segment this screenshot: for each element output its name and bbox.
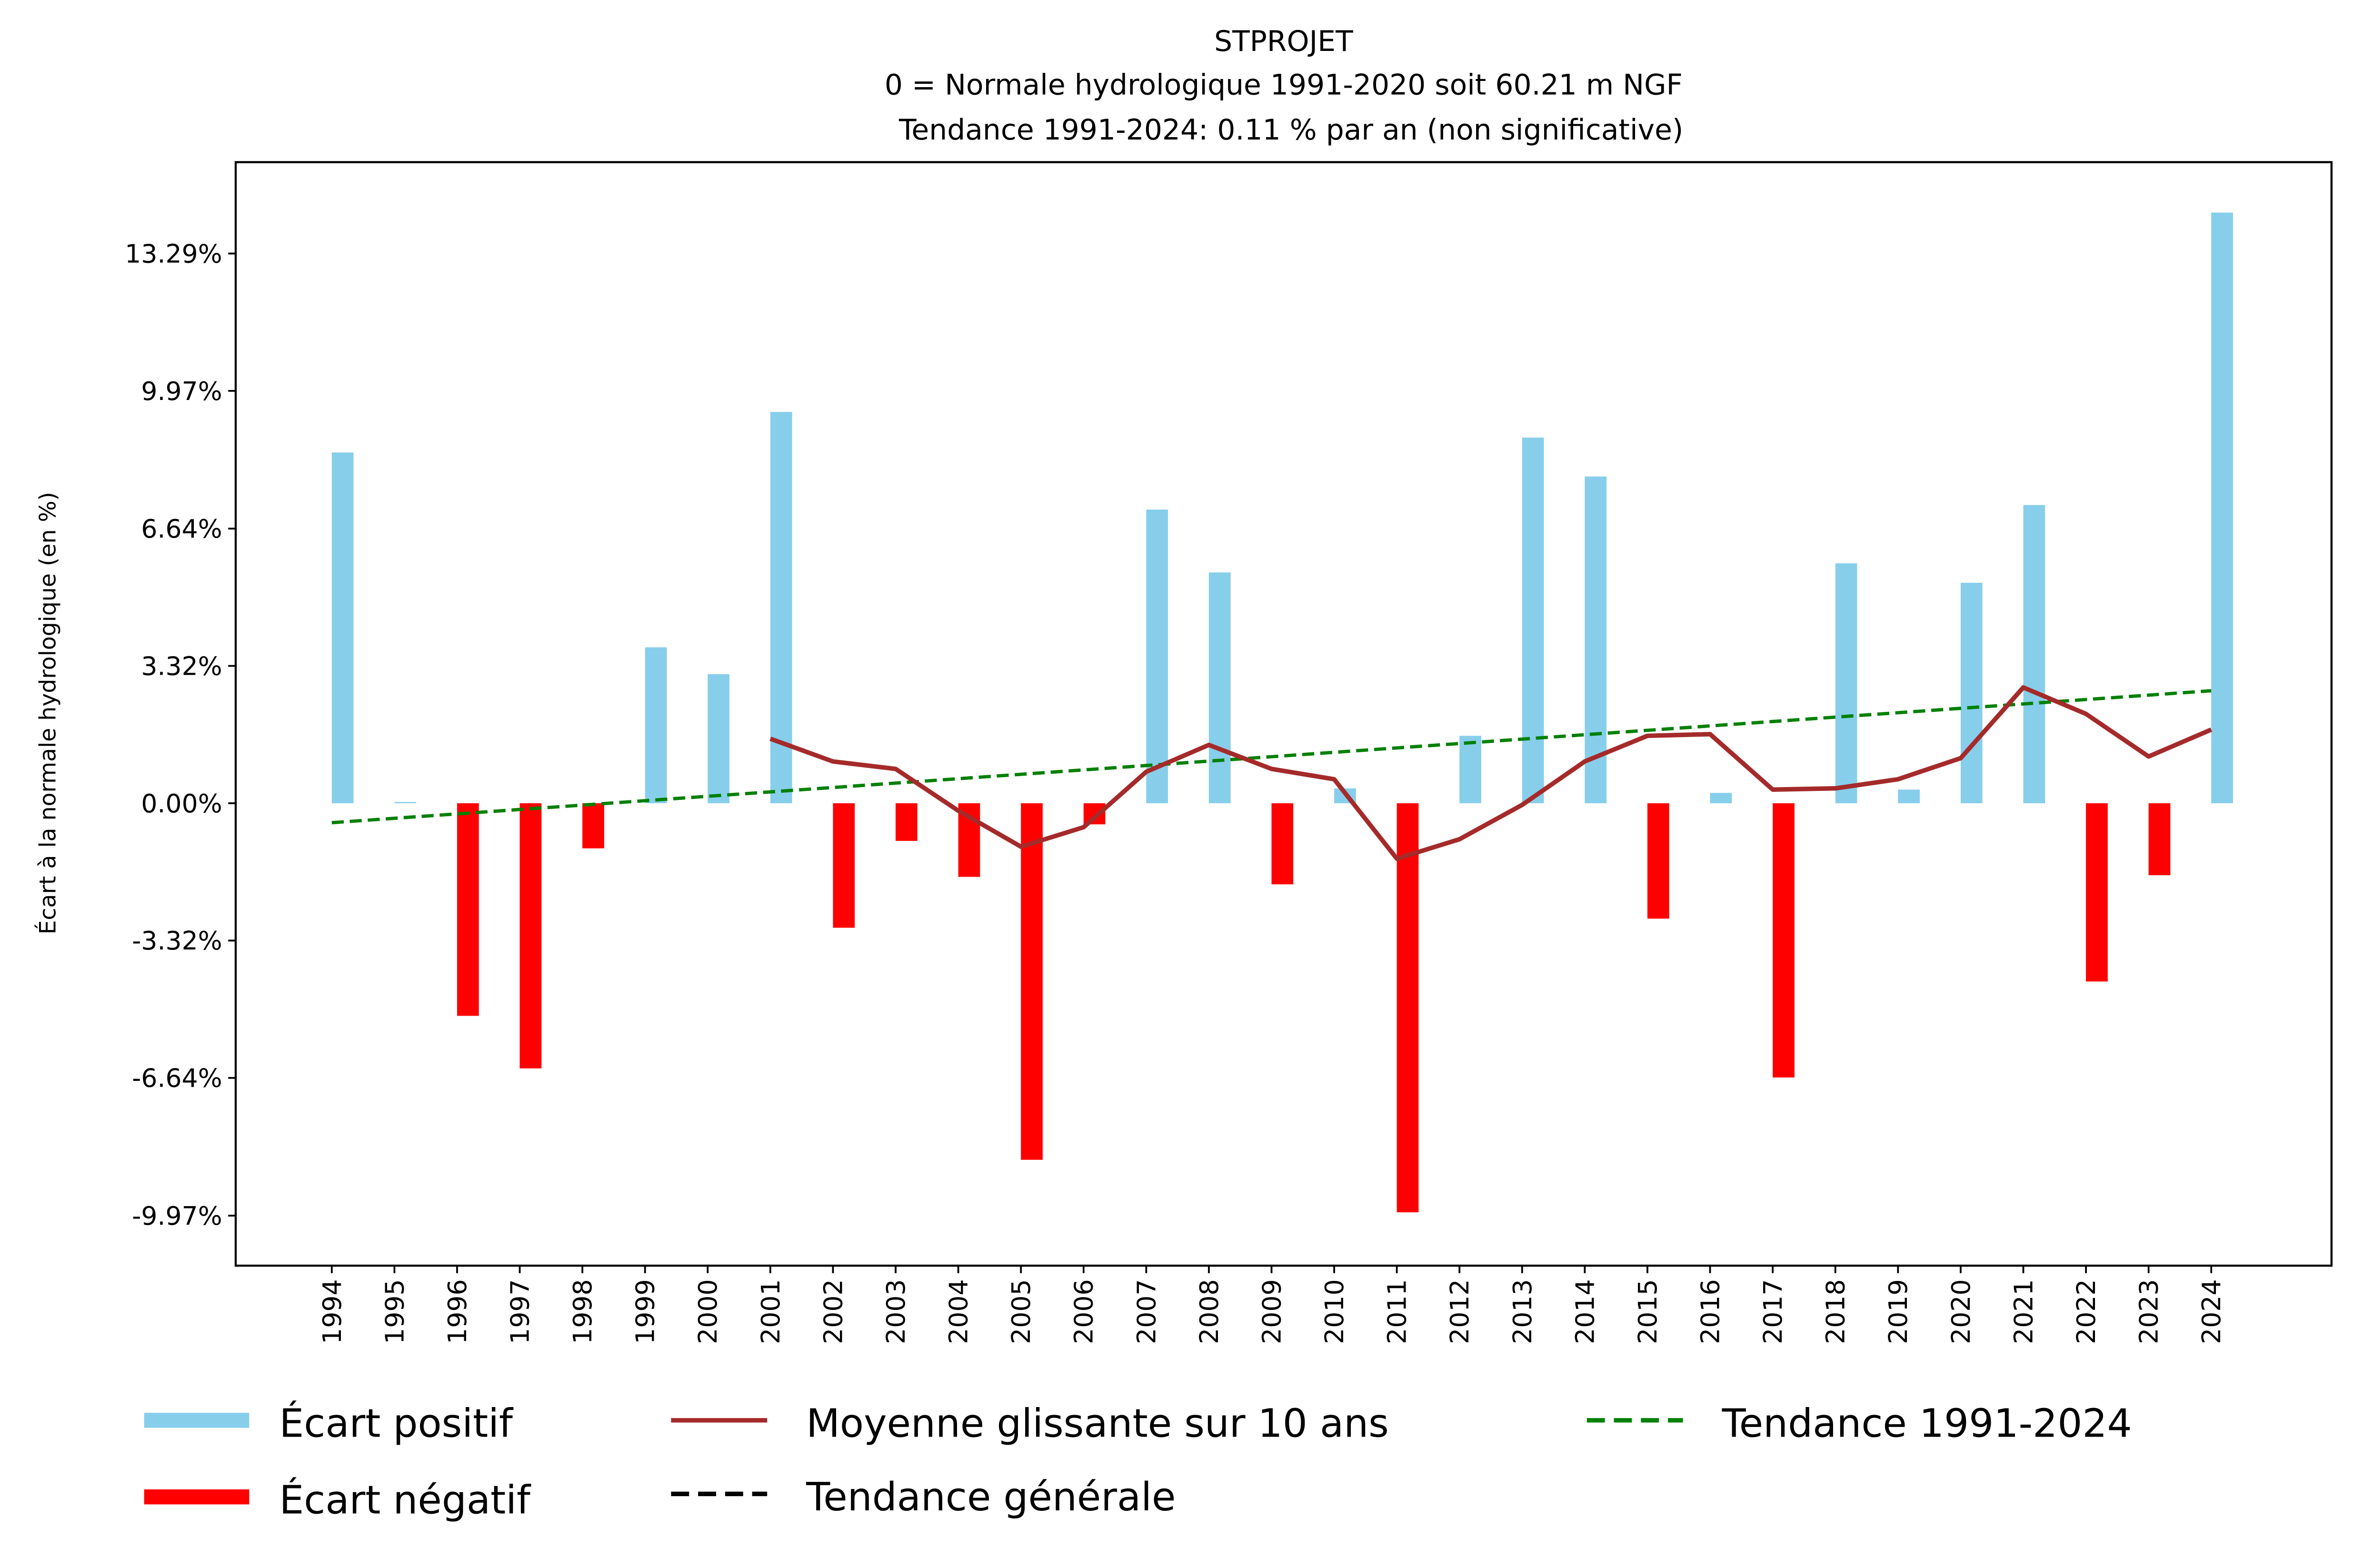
bar-2024 [2211,212,2233,803]
moving-average-line [769,685,2213,861]
y-axis-label: Écart à la normale hydrologique (en %) [34,492,61,934]
x-tick-label: 2016 [1695,1279,1725,1344]
chart-subtitle-1: 0 = Normale hydrologique 1991-2020 soit … [885,69,1683,102]
bar-1997 [519,803,542,1069]
y-tick-label: -6.64% [132,1063,222,1093]
x-tick-label: 2002 [818,1279,848,1344]
legend-label: Moyenne glissante sur 10 ans [806,1401,1389,1447]
x-tick-label: 2024 [2196,1279,2226,1344]
bar-2002 [833,803,855,928]
bar-2017 [1773,803,1795,1078]
y-tick-label: -3.32% [132,926,222,956]
x-tick-label: 2009 [1257,1279,1287,1344]
legend: Écart positif Écart négatif Moyenne glissa… [144,1401,2132,1523]
bar-1996 [457,803,479,1016]
plot-area [331,212,2233,1213]
trend-line-1991-2024 [331,689,2212,825]
bar-2007 [1146,509,1168,803]
bar-2009 [1271,803,1294,885]
x-tick-label: 2014 [1570,1279,1600,1344]
x-tick-label: 2010 [1319,1279,1349,1344]
y-tick-label: 6.64% [141,514,222,544]
bar-2016 [1710,793,1732,803]
x-tick-label: 2023 [2134,1279,2164,1344]
y-tick-label: -9.97% [132,1201,222,1231]
y-axis: 13.29% 9.97% 6.64% 3.32% 0.00% -3.32% -6.64% -9… [125,239,236,1231]
x-tick-label: 2011 [1382,1279,1412,1344]
x-tick-label: 2022 [2071,1279,2101,1344]
bar-2019 [1898,789,1920,803]
x-tick-label: 2015 [1633,1279,1663,1344]
legend-label: Écart positif [279,1401,514,1447]
y-tick-label: 13.29% [125,239,222,269]
x-tick-label: 2018 [1821,1279,1851,1344]
x-tick-label: 2008 [1194,1279,1224,1344]
bar-2000 [708,674,730,803]
bar-2011 [1396,803,1419,1213]
x-tick-label: 1998 [568,1279,598,1344]
chart-title: STPROJET [1214,25,1353,58]
x-tick-label: 2003 [881,1279,911,1344]
x-tick-label: 1995 [379,1279,409,1344]
x-tick-label: 2004 [944,1279,974,1344]
bar-2005 [1021,803,1043,1160]
legend-label: Tendance 1991-2024 [1722,1401,2132,1447]
bar-1994 [331,452,354,803]
x-tick-label: 1999 [630,1279,660,1344]
x-axis: 1994 1995 1996 1997 1998 1999 2000 2001 2002 2003… [317,1266,2226,1344]
bar-2020 [1960,582,1983,803]
legend-label: Écart négatif [279,1477,531,1523]
x-tick-label: 2020 [1946,1279,1976,1344]
x-tick-label: 1997 [505,1279,535,1344]
bar-1998 [582,803,604,849]
bar-1995 [394,802,417,803]
x-tick-label: 2013 [1507,1279,1537,1344]
x-tick-label: 2005 [1006,1279,1036,1344]
bar-2003 [896,803,918,841]
axes-frame [234,161,2333,1267]
bar-1999 [645,647,667,803]
x-tick-label: 2006 [1069,1279,1099,1344]
x-tick-label: 2012 [1445,1279,1475,1344]
bar-2023 [2148,803,2171,876]
bar-2012 [1459,736,1481,803]
bar-2018 [1835,563,1857,803]
y-tick-label: 9.97% [141,376,222,406]
x-tick-label: 2021 [2008,1279,2038,1344]
legend-label: Tendance générale [806,1475,1176,1520]
x-tick-label: 1996 [442,1279,472,1344]
bar-2021 [2023,505,2045,803]
bar-2015 [1647,803,1669,919]
legend-swatch [144,1489,249,1505]
x-tick-label: 1994 [317,1279,347,1344]
y-tick-label: 3.32% [141,651,222,681]
x-tick-label: 2001 [756,1279,786,1344]
x-tick-label: 2017 [1758,1279,1788,1344]
x-tick-label: 2019 [1883,1279,1913,1344]
bar-2022 [2086,803,2108,982]
bar-2013 [1522,437,1544,803]
bar-2008 [1208,572,1231,803]
y-tick-label: 0.00% [141,789,222,819]
x-tick-label: 2007 [1131,1279,1161,1344]
legend-swatch [144,1413,249,1428]
x-tick-label: 2000 [693,1279,723,1344]
chart-subtitle-2: Tendance 1991-2024: 0.11 % par an (non s… [898,113,1683,147]
bar-2014 [1585,476,1607,803]
